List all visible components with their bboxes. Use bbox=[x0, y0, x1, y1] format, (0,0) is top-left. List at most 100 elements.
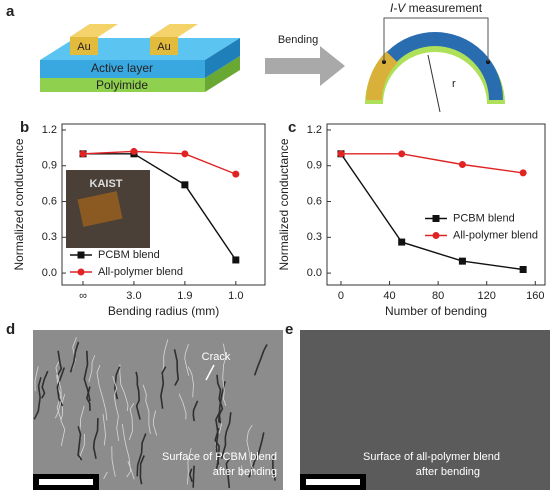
crack bbox=[34, 366, 39, 392]
crack bbox=[102, 413, 106, 446]
marker bbox=[519, 169, 527, 177]
measurement-prefix: I-V bbox=[390, 1, 406, 15]
substrate-layer bbox=[40, 78, 205, 92]
crack bbox=[187, 366, 194, 398]
crack bbox=[160, 366, 167, 409]
x-tick-label: 120 bbox=[478, 290, 496, 302]
sem-image bbox=[300, 330, 550, 490]
scale-bar bbox=[306, 479, 360, 485]
bent-electrode bbox=[366, 51, 398, 101]
panel-label: e bbox=[285, 321, 293, 338]
panel-label: d bbox=[6, 321, 15, 338]
crack bbox=[216, 374, 224, 423]
y-axis-label: Normalized conductance bbox=[12, 138, 26, 270]
marker bbox=[398, 238, 406, 246]
legend-marker bbox=[77, 268, 85, 276]
y-tick-label: 1.2 bbox=[307, 124, 322, 136]
photo-text: KAIST bbox=[90, 178, 123, 190]
series-line bbox=[83, 153, 237, 261]
marker bbox=[181, 181, 189, 189]
electrode-top bbox=[70, 24, 118, 37]
crack bbox=[96, 364, 108, 421]
x-tick-label: 3.0 bbox=[126, 290, 141, 302]
crack bbox=[69, 341, 80, 373]
crack bbox=[173, 349, 180, 386]
legend-marker bbox=[432, 215, 440, 222]
crack bbox=[253, 344, 268, 376]
electrode-label: Au bbox=[157, 41, 170, 53]
series-line bbox=[340, 153, 524, 271]
sem-overlays: Crack Surface of PCBM blend after bendin… bbox=[33, 351, 500, 490]
x-tick-label: 1.9 bbox=[177, 290, 192, 302]
crack bbox=[184, 343, 190, 376]
radius-arrow bbox=[427, 54, 441, 113]
caption: Surface of PCBM blend bbox=[162, 451, 277, 463]
crack bbox=[33, 377, 42, 420]
caption: after bending bbox=[213, 466, 277, 478]
x-tick-label: ∞ bbox=[79, 290, 87, 302]
device-diagram: Au Au Active layer Polyimide Bending I-V… bbox=[40, 1, 505, 113]
sem-image bbox=[33, 330, 283, 490]
plot-frame bbox=[61, 123, 266, 286]
marker bbox=[458, 161, 466, 169]
crack bbox=[88, 355, 96, 383]
radius-label: r bbox=[452, 78, 456, 90]
crack bbox=[142, 384, 151, 434]
x-tick-label: 80 bbox=[432, 290, 444, 302]
crack bbox=[41, 370, 49, 399]
measurement-label: I-V measurement bbox=[390, 1, 483, 15]
annotation-arrow bbox=[205, 364, 215, 381]
measurement-suffix: measurement bbox=[409, 1, 483, 15]
y-tick-label: 0.6 bbox=[307, 195, 322, 207]
y-tick-label: 0.6 bbox=[42, 195, 57, 207]
plot-frame bbox=[326, 123, 546, 286]
crack bbox=[192, 400, 199, 422]
panel-label: a bbox=[6, 3, 15, 20]
measurement-bracket bbox=[383, 17, 489, 62]
process-arrow bbox=[265, 46, 345, 86]
x-tick-label: 0 bbox=[338, 290, 344, 302]
crack bbox=[112, 375, 120, 441]
y-tick-label: 0.9 bbox=[307, 160, 322, 172]
crack bbox=[83, 350, 91, 402]
marker bbox=[232, 256, 240, 264]
crack bbox=[161, 339, 169, 377]
series-line bbox=[82, 150, 237, 175]
panel-label: b bbox=[20, 119, 29, 136]
substrate-side bbox=[205, 56, 240, 92]
arrow-label: Bending bbox=[278, 34, 318, 46]
crack bbox=[220, 412, 232, 459]
crack bbox=[92, 418, 99, 459]
x-tick-label: 160 bbox=[526, 290, 544, 302]
y-axis-label: Normalized conductance bbox=[277, 138, 291, 270]
annotation: Crack bbox=[202, 351, 231, 363]
crack bbox=[192, 465, 195, 488]
crack bbox=[188, 468, 193, 483]
caption: Surface of all-polymer blend bbox=[363, 451, 500, 463]
electrode-top bbox=[150, 24, 198, 37]
crack bbox=[153, 410, 158, 436]
panel-label: c bbox=[288, 119, 296, 136]
marker bbox=[337, 150, 345, 158]
legend-label: PCBM blend bbox=[98, 249, 160, 261]
electrode bbox=[70, 37, 98, 55]
active-side bbox=[205, 38, 240, 78]
marker bbox=[398, 150, 406, 158]
legend-label: All-polymer blend bbox=[453, 229, 538, 241]
crack bbox=[187, 448, 192, 485]
marker bbox=[130, 147, 138, 155]
crack bbox=[121, 424, 132, 478]
scale-bar bbox=[39, 479, 93, 485]
crack bbox=[119, 364, 129, 411]
crack bbox=[135, 371, 141, 420]
crack bbox=[136, 433, 147, 477]
y-tick-label: 0.3 bbox=[42, 231, 57, 243]
crack bbox=[72, 337, 77, 370]
crack bbox=[222, 343, 227, 406]
inset-photo: KAIST bbox=[66, 170, 150, 248]
crack bbox=[128, 403, 135, 440]
crack bbox=[56, 367, 66, 407]
crack bbox=[246, 424, 255, 473]
electrode-label: Au bbox=[77, 41, 90, 53]
